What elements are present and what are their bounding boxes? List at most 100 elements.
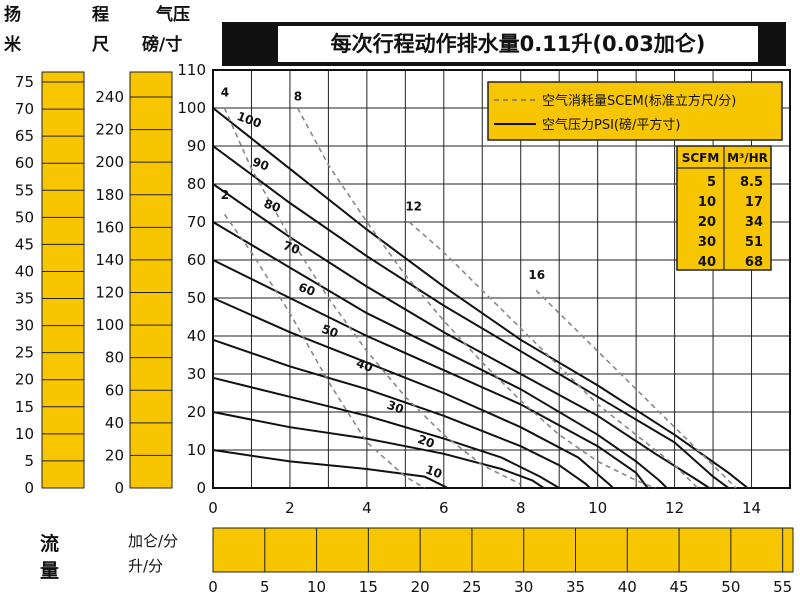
conversion-table-cell: 10 [698,195,716,210]
x-tick-label: 0 [208,499,218,517]
pressure-curve-10 [212,449,449,489]
air-curve-label: 4 [221,86,229,100]
conversion-table-cell: 51 [745,235,763,250]
head-m-tick-label: 20 [15,371,34,389]
flow-tick-label: 25 [462,578,481,596]
head-m-tick-label: 50 [15,208,34,226]
head-ft-tick-label: 160 [95,218,124,236]
legend-dashed-label: 空气消耗量SCEM(标准立方尺/分) [542,93,736,109]
flow-tick-label: 40 [618,578,637,596]
head-m-tick-label: 75 [15,73,34,91]
flow-label-bottom: 量 [40,560,59,582]
pressure-curve-label: 20 [416,432,436,451]
air-curve-label: 2 [221,188,229,202]
head-ft-tick-label: 120 [95,284,124,302]
legend-solid-label: 空气压力PSI(磅/平方寸) [542,117,680,133]
pressure-curve-label: 50 [320,322,340,341]
head-m-label-bottom: 米 [4,34,22,55]
head-m-tick-label: 15 [15,398,34,416]
air-curve-2 [223,213,426,489]
head-ft-tick-label: 140 [95,251,124,269]
conversion-table-header: M³/HR [727,151,768,165]
x-tick-label: 12 [665,499,684,517]
pressure-tick-label: 0 [196,479,206,497]
pressure-tick-label: 20 [187,403,206,421]
pressure-curve-label: 70 [281,238,301,257]
conversion-table-header: SCFM [682,151,720,165]
pressure-tick-label: 70 [187,213,206,231]
flow-tick-label: 0 [208,578,218,596]
conversion-table-cell: 17 [745,195,763,210]
flow-tick-label: 35 [566,578,585,596]
pressure-tick-label: 100 [177,99,206,117]
flow-bar [212,527,794,573]
head-ft-bar [129,71,173,489]
head-m-tick-label: 30 [15,317,34,335]
x-tick-label: 14 [742,499,761,517]
pressure-curve-90 [212,145,730,489]
pressure-curve-label: 60 [297,280,317,299]
head-m-label-top: 扬 [4,4,21,25]
pressure-tick-label: 90 [187,137,206,155]
pressure-label-bottom: 磅/寸 [142,34,182,55]
pressure-curve-30 [212,376,560,489]
head-ft-tick-label: 80 [105,349,124,367]
head-m-tick-label: 70 [15,100,34,118]
pressure-curve-label: 40 [354,356,374,375]
pressure-curve-label: 80 [262,196,282,215]
head-ft-label-bottom: 尺 [92,35,109,55]
pressure-curve-20 [212,411,545,489]
head-m-tick-label: 0 [24,479,34,497]
pressure-curve-label: 90 [250,155,270,174]
head-ft-tick-label: 100 [95,316,124,334]
flow-unit-gpm: 加仑/分 [128,532,178,550]
head-m-tick-label: 40 [15,262,34,280]
head-ft-tick-label: 220 [95,121,124,139]
flow-tick-label: 50 [721,578,740,596]
pressure-tick-label: 60 [187,251,206,269]
air-curve-label: 8 [294,89,302,103]
pressure-tick-label: 40 [187,327,206,345]
flow-tick-label: 45 [670,578,689,596]
air-curve-4 [223,107,522,485]
plot-frame [212,69,791,489]
air-curve-label: 12 [405,200,422,214]
pressure-curve-label: 30 [385,398,405,417]
pressure-curve-80 [212,183,710,489]
title-box [278,26,758,62]
pressure-tick-label: 30 [187,365,206,383]
x-tick-label: 6 [439,499,449,517]
head-m-tick-label: 45 [15,235,34,253]
head-ft-tick-label: 180 [95,186,124,204]
head-ft-tick-label: 240 [95,88,124,106]
conversion-table-cell: 20 [698,215,716,230]
head-ft-tick-label: 60 [105,381,124,399]
head-m-tick-label: 25 [15,344,34,362]
flow-tick-label: 15 [359,578,378,596]
flow-label-top: 流 [40,532,59,555]
pressure-label-top: 气压 [155,4,190,25]
conversion-table-cell: 8.5 [740,175,763,190]
pressure-curve-label: 10 [424,462,444,481]
head-m-tick-label: 10 [15,425,34,443]
x-tick-label: 10 [588,499,607,517]
flow-tick-label: 10 [307,578,326,596]
pressure-tick-label: 110 [177,61,206,79]
air-curve-12 [408,221,699,489]
conversion-table-cell: 68 [745,255,763,270]
head-m-tick-label: 5 [24,452,34,470]
conversion-table-cell: 5 [707,175,716,190]
air-curve-8 [296,107,656,489]
head-ft-tick-label: 20 [105,446,124,464]
pressure-curve-40 [212,338,591,489]
flow-tick-label: 20 [411,578,430,596]
x-tick-label: 8 [516,499,526,517]
flow-tick-label: 30 [514,578,533,596]
air-curve-label: 16 [528,268,545,282]
conversion-table-cell: 40 [698,255,716,270]
pressure-tick-label: 50 [187,289,206,307]
head-ft-tick-label: 0 [114,479,124,497]
pressure-curve-70 [212,221,668,489]
x-tick-label: 4 [362,499,372,517]
pressure-tick-label: 80 [187,175,206,193]
